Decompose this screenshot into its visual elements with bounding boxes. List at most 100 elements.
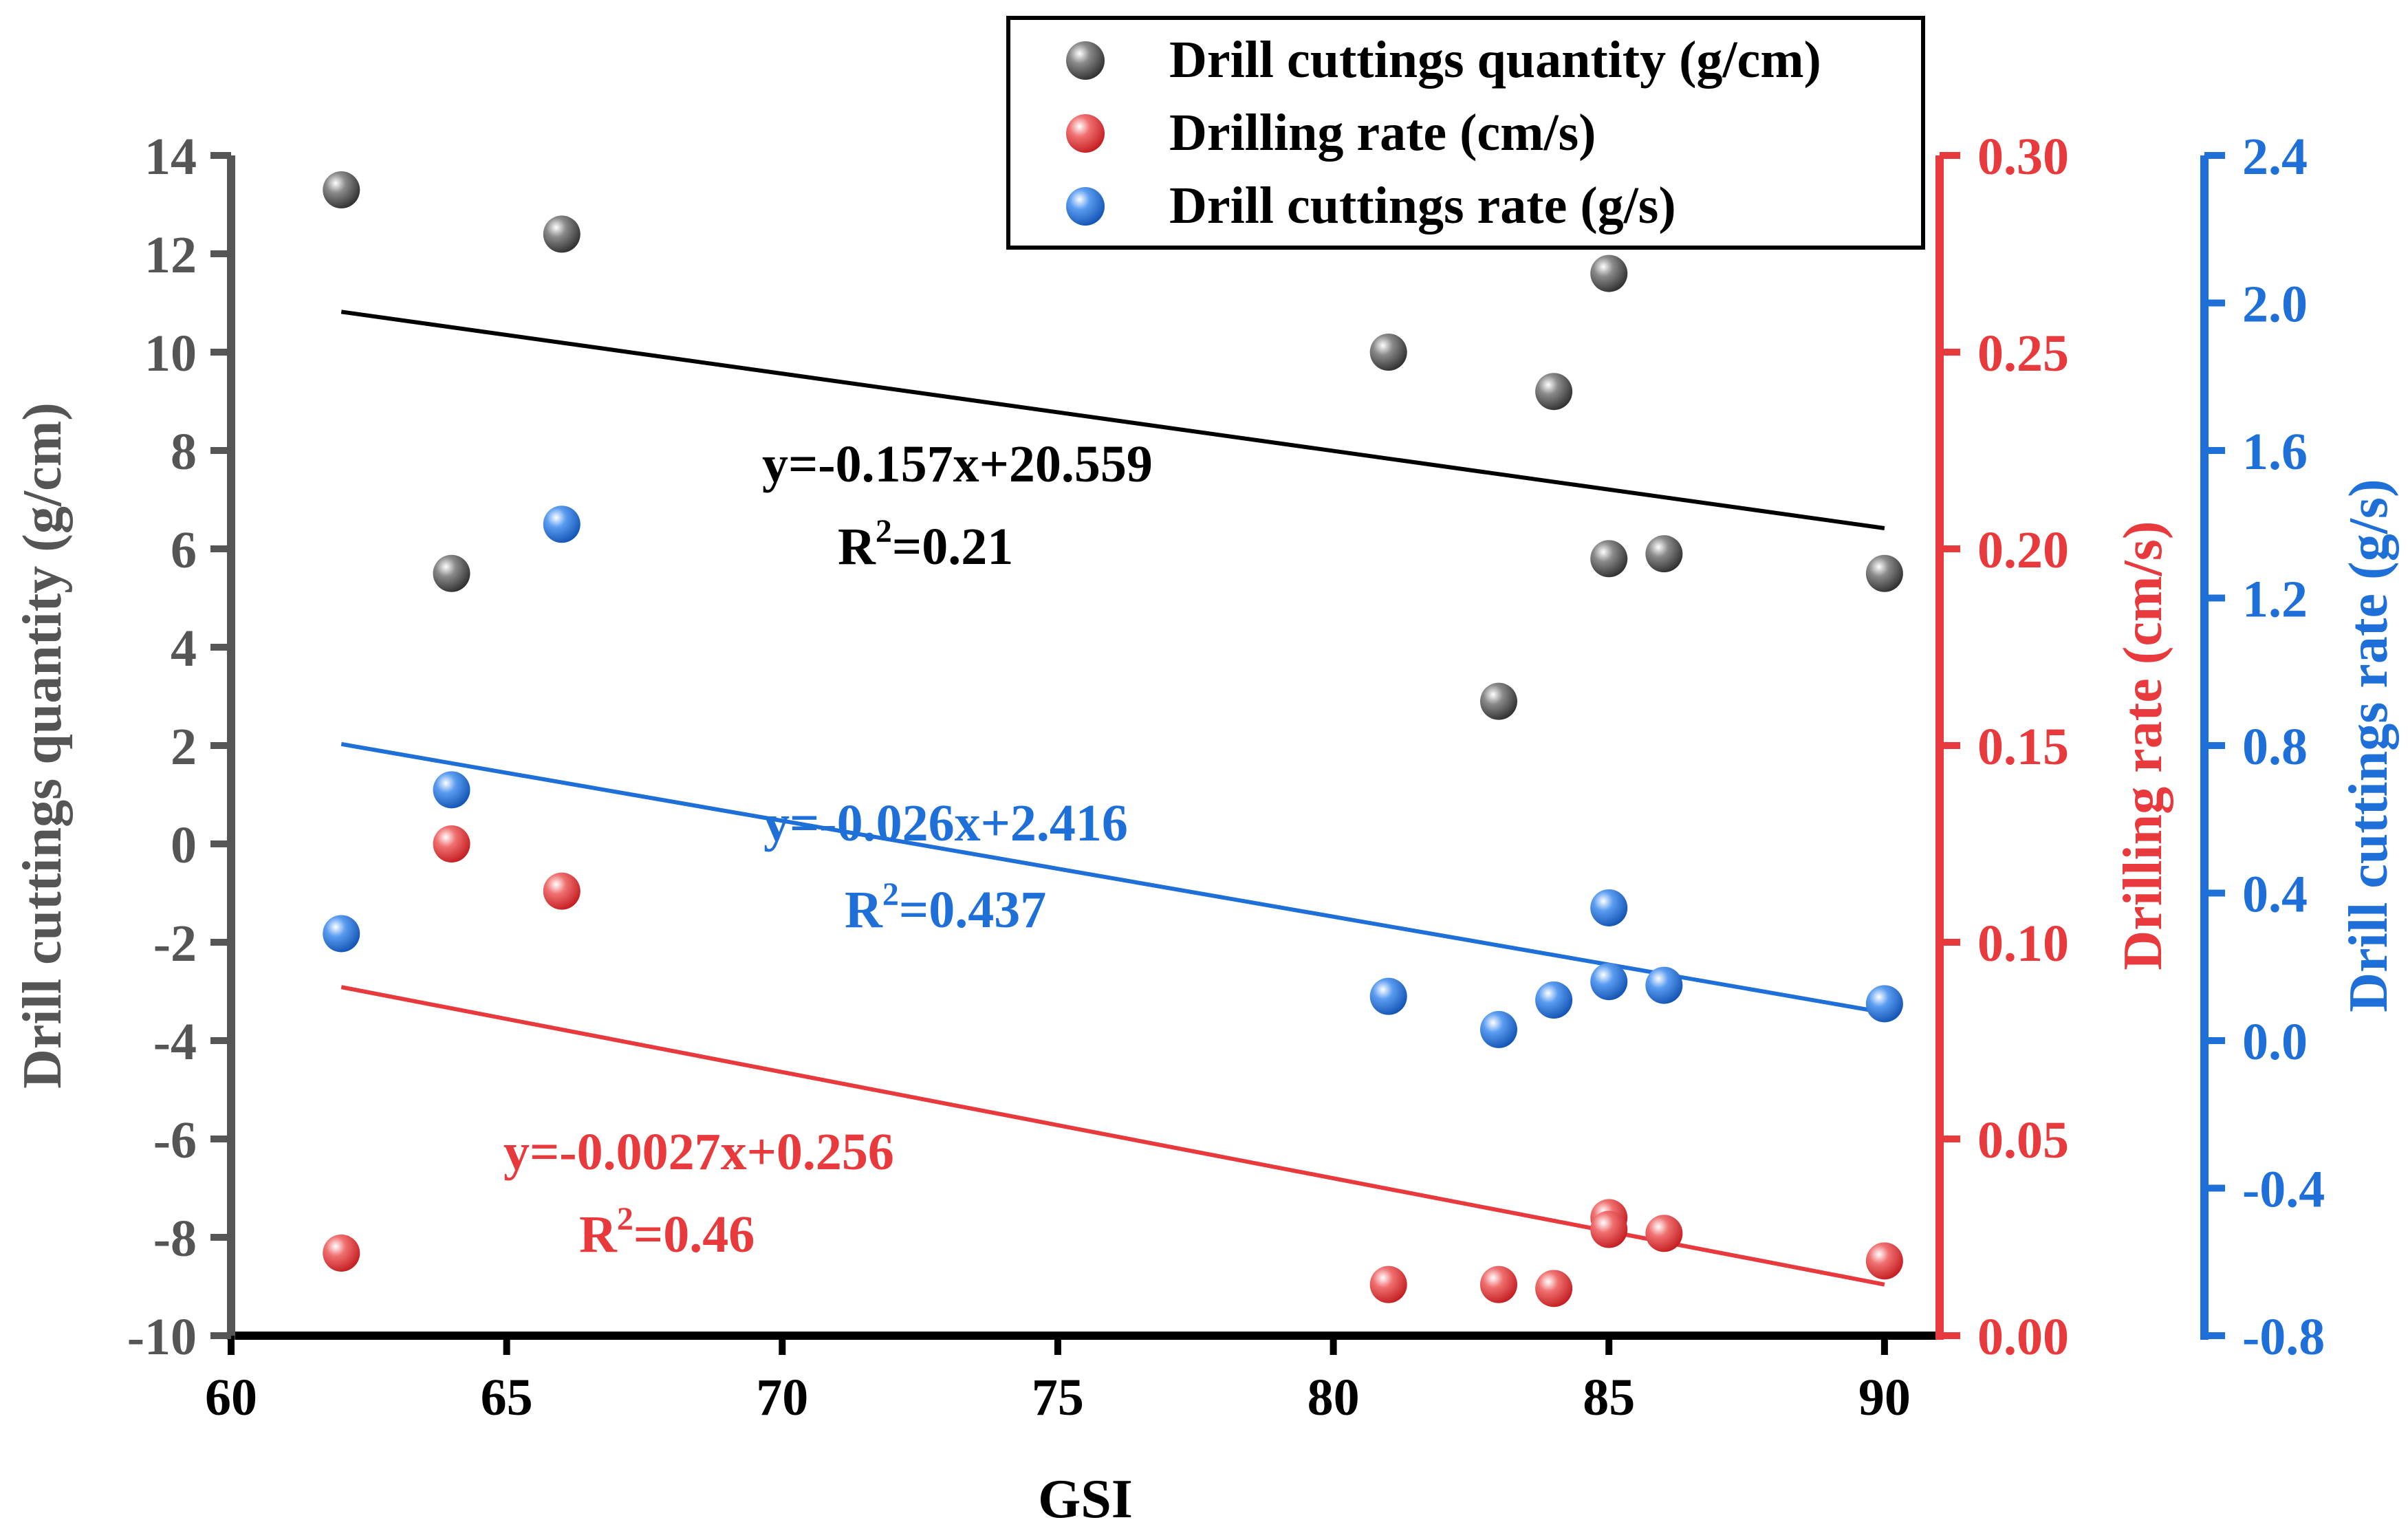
right-ticks-group: 0.00 0.05 0.10 0.15 0.20 0.25 0.30 bbox=[1940, 128, 2069, 1366]
right2-tick-label-4: 0.8 bbox=[2242, 718, 2308, 776]
legend-box bbox=[1006, 16, 1925, 250]
point-s2-9 bbox=[1865, 985, 1903, 1023]
points-group bbox=[323, 171, 1903, 1307]
r2-drilling-rate-value: =0.46 bbox=[633, 1206, 755, 1263]
right2-tick-label-2: 0.0 bbox=[2242, 1013, 2308, 1071]
point-s1-3 bbox=[1369, 1266, 1407, 1303]
right-tick-label-3: 0.15 bbox=[1977, 718, 2069, 776]
point-s2-8 bbox=[1645, 966, 1683, 1004]
fit-line-1 bbox=[340, 985, 1885, 1287]
legend-marker-drilling-rate bbox=[1066, 114, 1105, 153]
left-tick-label-9: 8 bbox=[171, 423, 197, 481]
point-s0-5 bbox=[1535, 373, 1573, 411]
r2-cuttings-rate-prefix: R bbox=[845, 881, 883, 939]
x-ticks-group: 60 65 70 75 80 85 90 bbox=[205, 1336, 1911, 1426]
point-s0-8 bbox=[1645, 535, 1683, 573]
fit-line-0 bbox=[340, 310, 1885, 530]
point-s2-4 bbox=[1479, 1010, 1517, 1048]
equation-cuttings-rate: y=-0.026x+2.416 bbox=[763, 794, 1128, 852]
right-tick-label-0: 0.00 bbox=[1977, 1308, 2069, 1366]
x-tick-label-1: 65 bbox=[481, 1369, 533, 1426]
right2-tick-label-0: -0.8 bbox=[2242, 1308, 2325, 1366]
point-s2-6 bbox=[1590, 889, 1628, 926]
left-axis-title: Drill cuttings quantity (g/cm) bbox=[12, 402, 73, 1089]
equation-quantity: y=-0.157x+20.559 bbox=[762, 435, 1153, 493]
point-s1-0 bbox=[323, 1234, 360, 1272]
right-axis-title: Drilling rate (cm/s) bbox=[2113, 521, 2173, 970]
r2-quantity-value: =0.21 bbox=[892, 518, 1013, 576]
point-s1-4 bbox=[1479, 1266, 1517, 1303]
left-tick-label-8: 6 bbox=[171, 521, 197, 579]
right-tick-label-6: 0.30 bbox=[1977, 128, 2069, 186]
right2-tick-label-3: 0.4 bbox=[2242, 866, 2308, 924]
fit-line-2 bbox=[340, 741, 1885, 1015]
point-s1-2 bbox=[543, 872, 581, 910]
right-tick-label-4: 0.20 bbox=[1977, 521, 2069, 579]
legend-label-quantity: Drill cuttings quantity (g/cm) bbox=[1169, 31, 1821, 89]
left-tick-label-5: 0 bbox=[171, 816, 197, 874]
x-tick-label-0: 60 bbox=[205, 1369, 257, 1426]
x-tick-label-6: 90 bbox=[1858, 1369, 1911, 1426]
right2-tick-label-6: 1.6 bbox=[2242, 423, 2308, 481]
point-s1-7 bbox=[1590, 1210, 1628, 1248]
r2-drilling-rate-sup: 2 bbox=[617, 1201, 633, 1237]
legend: Drill cuttings quantity (g/cm) Drilling … bbox=[1006, 16, 1925, 250]
left-tick-label-6: 2 bbox=[171, 718, 197, 776]
right2-tick-label-7: 2.0 bbox=[2242, 276, 2308, 334]
right-tick-label-2: 0.10 bbox=[1977, 915, 2069, 973]
x-tick-label-3: 75 bbox=[1032, 1369, 1084, 1426]
left-tick-label-7: 4 bbox=[171, 620, 197, 677]
r2-cuttings-rate: R2=0.437 bbox=[845, 876, 1046, 939]
left-tick-label-3: -4 bbox=[153, 1013, 197, 1071]
point-s0-2 bbox=[543, 215, 581, 253]
r2-quantity-sup: 2 bbox=[876, 513, 892, 550]
point-s2-7 bbox=[1590, 963, 1628, 1001]
point-s0-3 bbox=[1369, 334, 1407, 371]
r2-quantity: R2=0.21 bbox=[838, 513, 1013, 576]
left-ticks-group: -10 -8 -6 -4 -2 0 2 4 6 8 10 12 14 bbox=[127, 128, 231, 1366]
point-s2-3 bbox=[1369, 977, 1407, 1015]
fit-lines-group bbox=[340, 310, 1885, 1287]
legend-label-cuttings-rate: Drill cuttings rate (g/s) bbox=[1169, 177, 1676, 235]
left-tick-label-12: 14 bbox=[144, 128, 197, 186]
point-s1-1 bbox=[433, 825, 470, 862]
legend-marker-cuttings-rate bbox=[1066, 187, 1105, 226]
point-s1-5 bbox=[1535, 1270, 1573, 1307]
left-tick-label-0: -10 bbox=[127, 1308, 197, 1366]
r2-cuttings-rate-sup: 2 bbox=[882, 876, 899, 913]
point-s0-1 bbox=[433, 554, 470, 592]
x-tick-label-5: 85 bbox=[1583, 1369, 1635, 1426]
right2-ticks-group: -0.8 -0.4 0.0 0.4 0.8 1.2 1.6 2.0 2.4 bbox=[2204, 128, 2325, 1366]
x-tick-label-2: 70 bbox=[756, 1369, 808, 1426]
point-s1-9 bbox=[1865, 1242, 1903, 1280]
left-tick-label-2: -6 bbox=[153, 1111, 197, 1169]
point-s1-8 bbox=[1645, 1215, 1683, 1252]
left-tick-label-11: 12 bbox=[144, 226, 197, 284]
x-tick-label-4: 80 bbox=[1308, 1369, 1360, 1426]
r2-quantity-prefix: R bbox=[838, 518, 876, 576]
left-tick-label-10: 10 bbox=[144, 325, 197, 382]
point-s0-4 bbox=[1479, 682, 1517, 720]
legend-marker-quantity bbox=[1066, 41, 1105, 80]
right2-tick-label-5: 1.2 bbox=[2242, 571, 2308, 629]
left-tick-label-1: -8 bbox=[153, 1210, 197, 1268]
legend-label-drilling-rate: Drilling rate (cm/s) bbox=[1169, 104, 1596, 162]
point-s0-9 bbox=[1865, 554, 1903, 592]
point-s0-7 bbox=[1590, 540, 1628, 578]
point-s2-1 bbox=[433, 771, 470, 809]
point-s2-5 bbox=[1535, 981, 1573, 1019]
r2-drilling-rate-prefix: R bbox=[579, 1206, 618, 1263]
right2-tick-label-8: 2.4 bbox=[2242, 128, 2308, 186]
x-axis-title: GSI bbox=[1038, 1469, 1133, 1530]
r2-drilling-rate: R2=0.46 bbox=[579, 1201, 755, 1263]
r2-cuttings-rate-value: =0.437 bbox=[899, 881, 1046, 939]
equation-drilling-rate: y=-0.0027x+0.256 bbox=[503, 1123, 894, 1181]
right-tick-label-1: 0.05 bbox=[1977, 1111, 2069, 1169]
point-s2-2 bbox=[543, 506, 581, 543]
point-s2-0 bbox=[323, 915, 360, 953]
point-s0-0 bbox=[323, 171, 360, 209]
left-tick-label-4: -2 bbox=[153, 915, 197, 973]
right2-axis-title: Drill cuttings rate (g/s) bbox=[2339, 479, 2399, 1012]
point-s0-6 bbox=[1590, 254, 1628, 292]
